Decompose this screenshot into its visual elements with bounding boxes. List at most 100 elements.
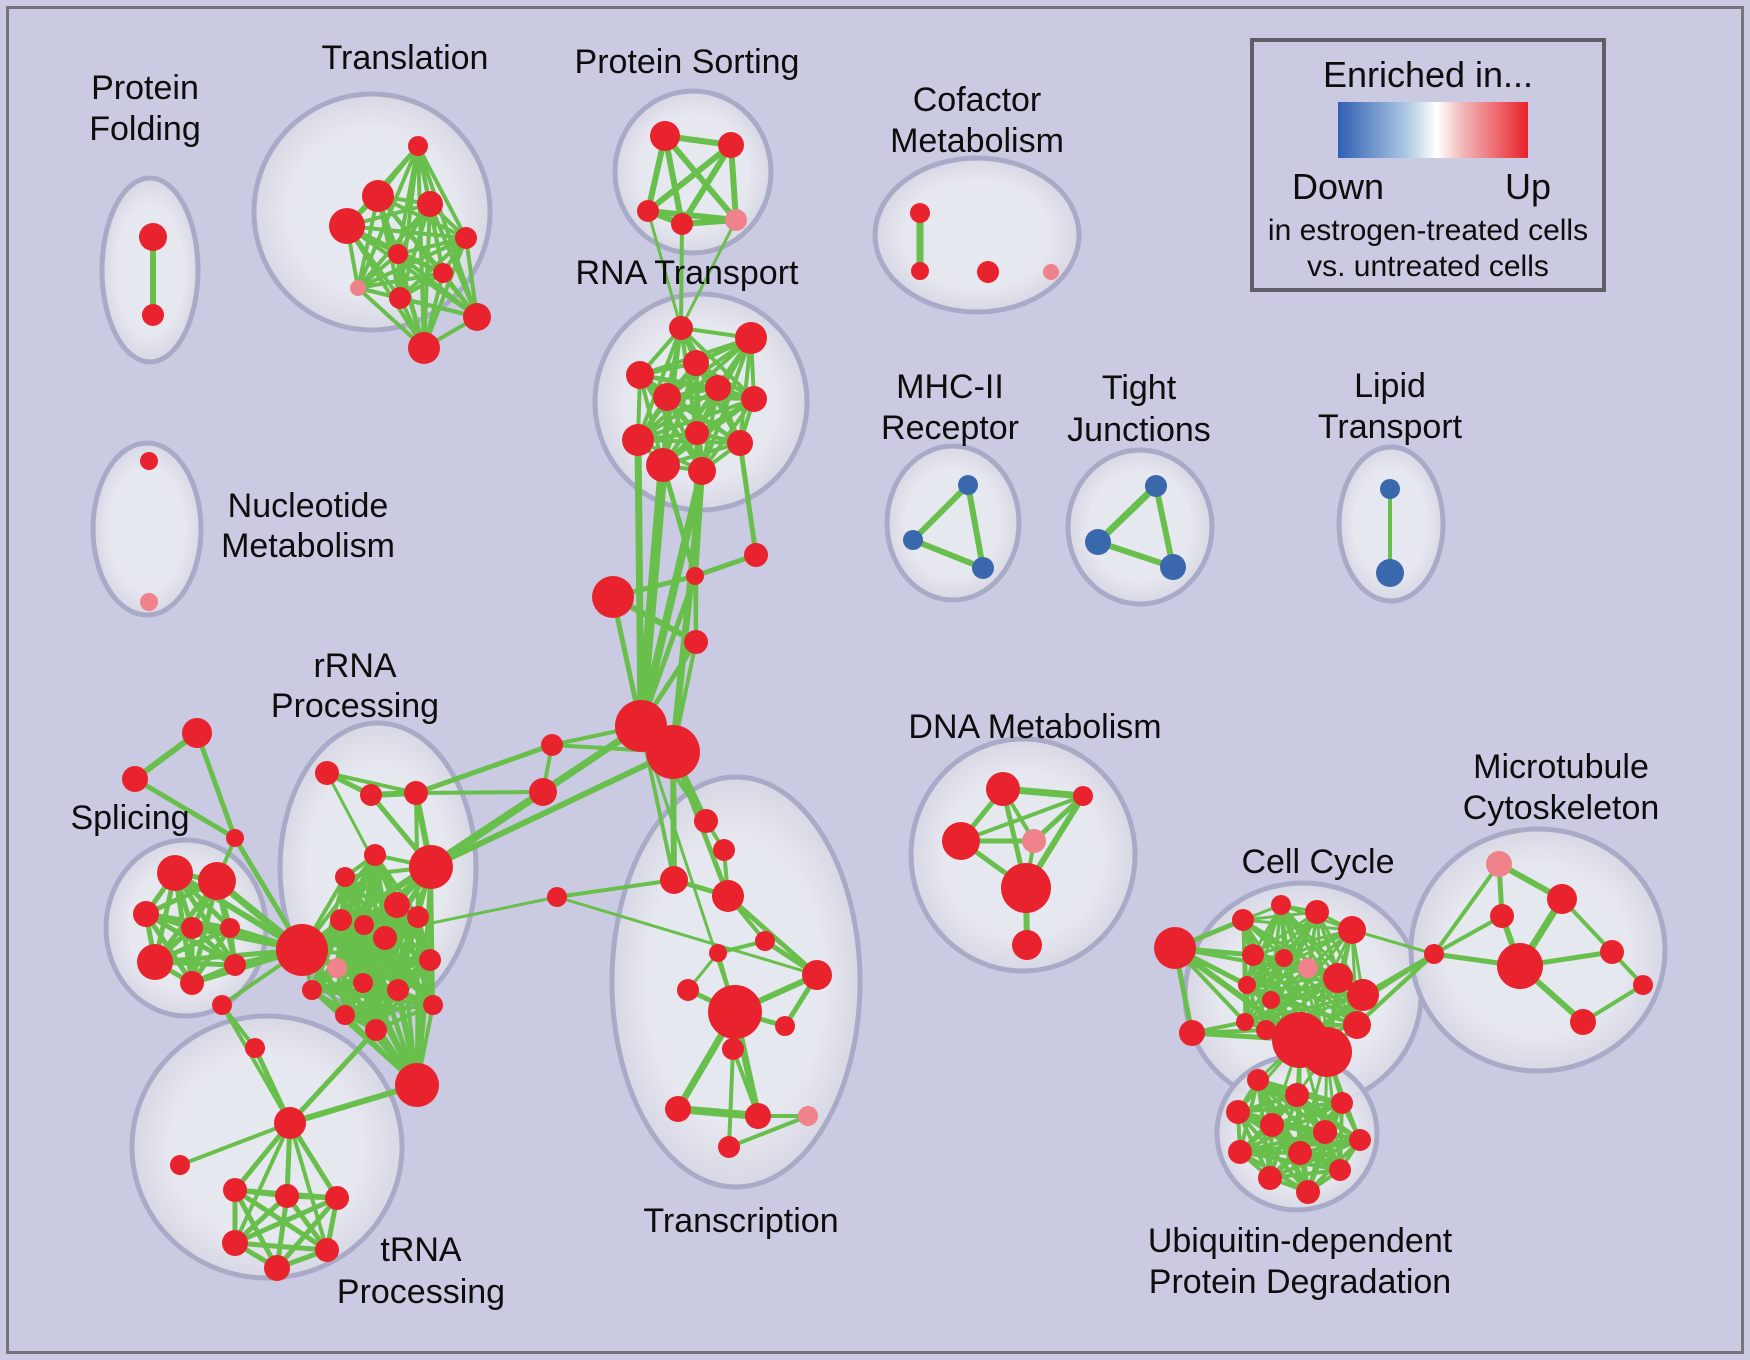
gene-set-node [1238,976,1256,994]
gene-set-node [353,973,373,993]
gene-set-node [223,1178,247,1202]
edge [637,467,706,730]
gene-set-node [330,909,352,931]
gene-set-node [684,630,708,654]
gene-set-node [1347,979,1379,1011]
edge [555,895,819,977]
gene-set-node [350,280,366,296]
legend-subtitle-line2: vs. untreated cells [1307,250,1549,283]
cluster-rrna-processing-label: rRNA [313,647,396,685]
gene-set-node [335,867,355,887]
edge [645,142,734,214]
edge [1350,928,1436,956]
gene-set-node [276,924,328,976]
gene-set-node [133,901,159,927]
legend-up-label: Up [1504,166,1552,207]
gene-set-node [1262,991,1280,1009]
cluster-trna-processing-label: tRNA [380,1231,462,1269]
gene-set-node [712,880,744,912]
gene-set-node [408,332,440,364]
edge [636,326,683,442]
gene-set-node [327,958,347,978]
gene-set-node [972,557,994,579]
cluster-microtubule-cytoskeleton-label: Microtubule [1473,748,1649,786]
gene-set-node [1073,786,1093,806]
edge [679,142,734,227]
edge [1153,483,1176,570]
edge [1269,998,1359,1027]
edge [300,895,559,952]
edge [325,771,399,907]
gene-set-node [1179,1020,1205,1046]
gene-set-node [222,1230,248,1256]
gene-set-node [1226,1100,1250,1124]
gene-set-node [212,995,232,1015]
gene-set-node [140,593,158,611]
edge [343,1003,435,1017]
edge [1279,903,1359,1027]
legend-subtitle-line1: in estrogen-treated cells [1267,214,1589,247]
gene-set-node [1085,529,1111,555]
edge [965,482,986,571]
gene-set-node [903,530,923,550]
gene-set-node [685,421,709,445]
gene-set-node [407,906,429,928]
gene-set-node [1343,1011,1371,1039]
gene-set-node [220,918,240,938]
edge [288,1121,329,1252]
cluster-dna-metabolism-label: DNA Metabolism [908,708,1161,746]
edge [132,776,238,841]
gene-set-node [942,822,980,860]
gene-set-node [1154,927,1196,969]
gene-set-node [1329,1159,1351,1181]
gene-set-node [455,227,477,249]
edge [727,1114,810,1149]
gene-set-node [755,931,775,951]
gene-set-node [1296,1180,1320,1204]
gene-set-node [360,784,382,806]
gene-set-node [1232,909,1254,931]
gene-set-node [275,1184,299,1208]
edge [1245,976,1340,987]
gene-set-node [1288,1141,1312,1165]
legend-title: Enriched in... [1322,54,1534,95]
edge [287,1082,420,1126]
legend-down-label: Down [1291,166,1385,207]
edge [665,336,753,399]
gene-set-node [384,892,410,918]
gene-set-node [1271,895,1291,915]
edge [356,271,445,290]
gene-set-node [718,1136,740,1158]
edge [555,878,676,899]
cluster-microtubule-cytoskeleton-label: Cytoskeleton [1463,789,1660,827]
gene-set-node [1012,930,1042,960]
gene-set-node [626,361,654,389]
gene-set-node [592,576,634,618]
cluster-translation-label: Translation [322,39,489,77]
cluster-protein-sorting-label: Protein Sorting [575,43,800,81]
gene-set-node [417,191,443,217]
edge [1251,910,1319,957]
edge [232,1240,330,1253]
gene-set-node [122,766,148,792]
edge [662,133,739,223]
gene-set-node [911,262,929,280]
cluster-rna-transport-label: RNA Transport [576,254,800,292]
gene-set-node [1633,975,1653,995]
cluster-nucleotide-metabolism-label: Metabolism [221,527,395,565]
edge [396,252,479,319]
gene-set-node [315,761,339,785]
cluster-cell-cycle-label: Cell Cycle [1241,843,1394,881]
edge [910,537,986,571]
gene-set-node [1305,900,1329,924]
edge [634,436,645,730]
edge [428,749,676,870]
edge [194,730,238,841]
gene-set-node [1247,1069,1269,1091]
edge [674,1105,762,1120]
gene-set-node [705,375,731,401]
gene-set-node [1313,1120,1337,1144]
gene-set-node [408,136,428,156]
gene-set-node [708,985,762,1039]
cluster-cofactor-metabolism-label: Metabolism [890,122,1064,160]
